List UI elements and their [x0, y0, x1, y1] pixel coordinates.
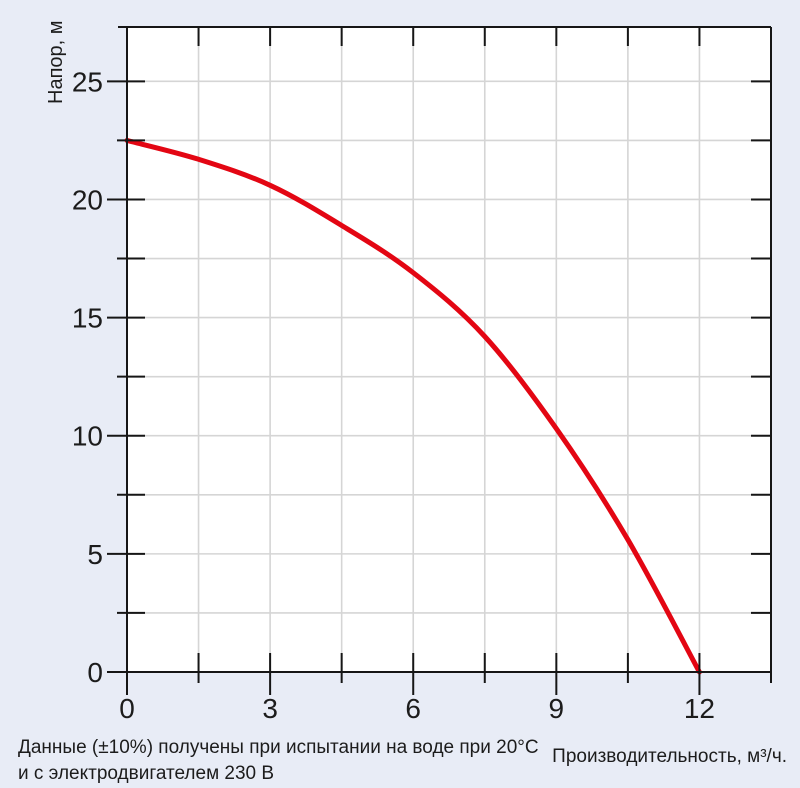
x-tick-label: 9 — [549, 693, 565, 724]
x-tick-label: 12 — [684, 693, 715, 724]
x-tick-label: 3 — [262, 693, 278, 724]
y-tick-label: 15 — [72, 303, 103, 334]
note-line-1: Данные (±10%) получены при испытании на … — [18, 737, 539, 758]
pump-head-curve — [124, 137, 702, 675]
test-conditions-note: Данные (±10%) получены при испытании на … — [18, 735, 539, 787]
y-tick-label: 5 — [87, 539, 103, 570]
x-tick-label: 0 — [119, 693, 135, 724]
x-axis-title: Производительность, м³/ч. — [552, 746, 787, 767]
y-tick-label: 20 — [72, 184, 103, 215]
y-tick-label: 25 — [72, 66, 103, 97]
x-tick-label: 6 — [405, 693, 421, 724]
y-tick-label: 10 — [72, 421, 103, 452]
plot-background — [127, 27, 771, 672]
note-line-2: и с электродвигателем 230 В — [18, 763, 275, 784]
y-tick-label: 0 — [87, 657, 103, 688]
